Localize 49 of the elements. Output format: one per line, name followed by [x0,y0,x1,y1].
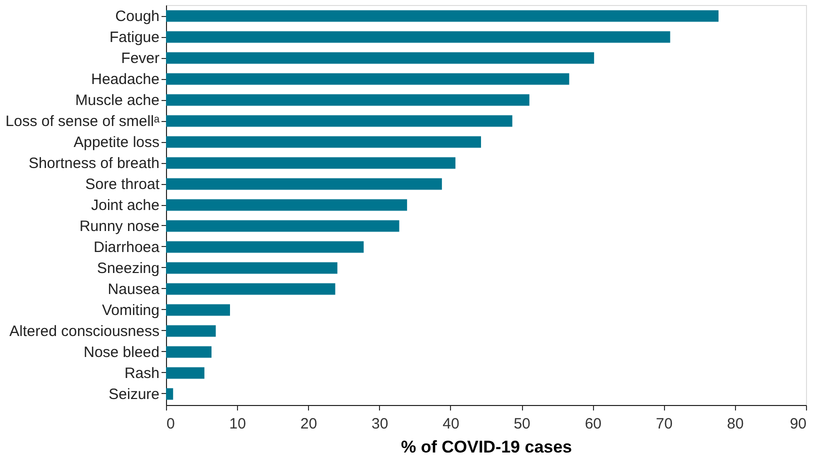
y-tick-label: Seizure [108,386,160,403]
bar [166,94,530,106]
bar [166,178,442,190]
x-tick-label: 50 [514,416,530,432]
bar [166,262,338,274]
x-tick-label: 0 [166,416,175,432]
bar [166,31,670,43]
x-tick-label: 40 [442,416,460,432]
bar [166,283,336,295]
bar [166,199,408,211]
y-tick-label: Fever [121,50,160,68]
bar [166,304,230,316]
bar [166,10,719,22]
y-tick-label: Loss of sense of smellᵃ [6,113,160,130]
bar [166,73,570,85]
bar [166,325,216,337]
y-tick-label: Altered consciousness [9,322,160,340]
y-tick-label: Vomiting [102,302,160,319]
bar [166,52,594,64]
x-axis-title: % of COVID-19 cases [400,438,572,456]
y-tick-label: Muscle ache [75,92,160,110]
x-tick-label: 80 [727,416,744,432]
y-tick-label: Nose bleed [84,344,160,361]
y-tick-label: Rash [124,364,160,382]
y-tick-label: Fatigue [109,29,160,46]
x-tick-label: 60 [584,416,602,432]
x-tick-label: 90 [790,416,806,432]
y-tick-label: Sore throat [85,176,160,194]
x-tick-label: 20 [300,416,318,432]
x-tick-label: 30 [371,416,388,432]
y-tick-label: Diarrhoea [94,238,160,256]
bar [166,241,364,253]
y-tick-label: Headache [91,71,160,88]
y-tick-label: Runny nose [79,218,160,235]
bar [166,136,482,148]
y-tick-label: Sneezing [96,260,160,277]
bar [166,115,512,127]
bar [166,346,212,358]
y-tick-label: Cough [115,8,160,26]
y-tick-label: Joint ache [91,197,160,214]
bar [166,388,174,400]
bar [166,157,456,169]
x-tick-label: 70 [656,416,673,432]
x-tick-label: 10 [229,416,246,432]
y-tick-label: Appetite loss [74,134,160,152]
bar [166,220,400,232]
y-tick-label: Shortness of breath [28,155,160,172]
y-tick-label: Nausea [108,280,160,298]
bar [166,367,204,379]
